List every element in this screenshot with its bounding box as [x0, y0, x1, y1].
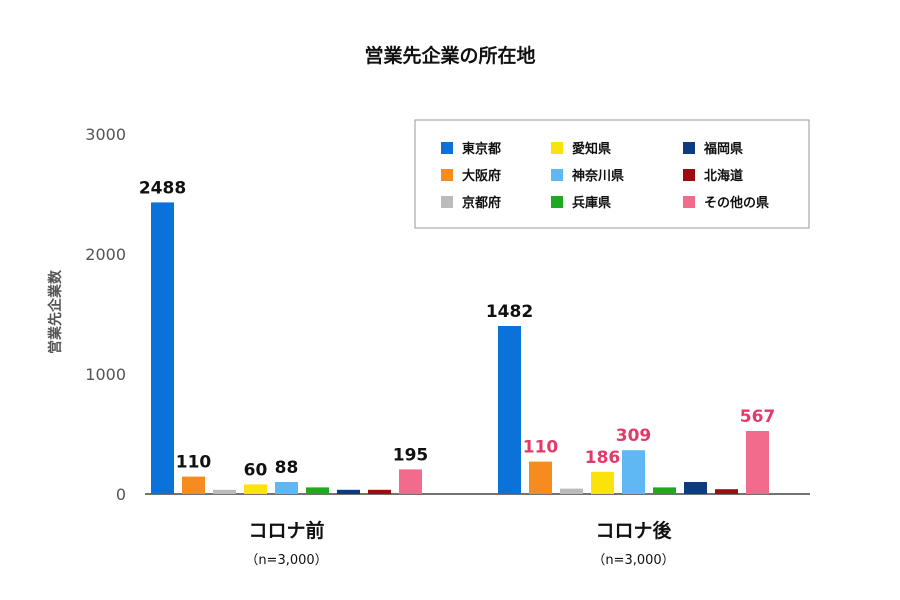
data-label: 309	[616, 426, 652, 446]
legend-label: 福岡県	[703, 141, 743, 157]
bar-神奈川県	[275, 482, 298, 494]
data-label: 186	[585, 448, 621, 468]
legend-swatch	[683, 169, 695, 181]
bar-神奈川県	[622, 450, 645, 494]
y-tick-label: 1000	[85, 365, 126, 384]
bar-兵庫県	[306, 487, 329, 494]
x-category-label: コロナ前	[248, 519, 324, 542]
bar-大阪府	[529, 461, 552, 494]
legend-swatch	[441, 196, 453, 208]
bar-その他の県	[746, 431, 769, 494]
legend-swatch	[551, 196, 563, 208]
bar-北海道	[715, 489, 738, 494]
bar-北海道	[368, 489, 391, 494]
data-label: 567	[740, 407, 776, 427]
bar-福岡県	[337, 489, 360, 494]
legend-label: 東京都	[462, 141, 501, 157]
legend-label: 愛知県	[572, 141, 611, 157]
data-label: 88	[275, 458, 299, 478]
legend-label: 大阪府	[462, 168, 501, 184]
bar-兵庫県	[653, 487, 676, 494]
y-axis-label: 営業先企業数	[47, 269, 64, 354]
bar-京都府	[560, 488, 583, 494]
chart-title: 営業先企業の所在地	[364, 44, 535, 67]
x-category-sublabel: （n=3,000）	[245, 553, 327, 568]
legend-label: 兵庫県	[572, 195, 611, 211]
data-label: 110	[523, 438, 559, 458]
legend-label: 京都府	[462, 195, 501, 211]
data-label: 60	[244, 460, 268, 480]
x-category-sublabel: （n=3,000）	[592, 553, 674, 568]
y-tick-label: 2000	[85, 245, 126, 264]
legend-swatch	[551, 169, 563, 181]
data-label: 2488	[139, 178, 186, 198]
bar-愛知県	[591, 471, 614, 494]
y-tick-label: 3000	[85, 125, 126, 144]
y-tick-label: 0	[116, 485, 126, 504]
bar-その他の県	[399, 469, 422, 494]
legend-label: 神奈川県	[572, 168, 624, 184]
bar-福岡県	[684, 482, 707, 494]
legend-label: 北海道	[704, 168, 743, 184]
bar-東京都	[498, 326, 521, 494]
legend-swatch	[551, 142, 563, 154]
legend-swatch	[441, 169, 453, 181]
legend-swatch	[683, 196, 695, 208]
data-label: 110	[176, 453, 212, 473]
category-labels: コロナ前 （n=3,000） コロナ後 （n=3,000）	[245, 519, 674, 568]
bar-京都府	[213, 489, 236, 494]
data-label: 195	[393, 445, 429, 465]
legend-label: その他の県	[704, 195, 769, 211]
legend-swatch	[441, 142, 453, 154]
data-label: 1482	[486, 302, 533, 322]
bar-東京都	[151, 202, 174, 494]
bar-大阪府	[182, 476, 205, 494]
bar-愛知県	[244, 484, 267, 494]
x-category-label: コロナ後	[595, 519, 672, 542]
legend-box	[414, 119, 810, 229]
legend-swatch	[683, 142, 695, 154]
y-axis-ticks: 0 1000 2000 3000	[85, 125, 126, 504]
